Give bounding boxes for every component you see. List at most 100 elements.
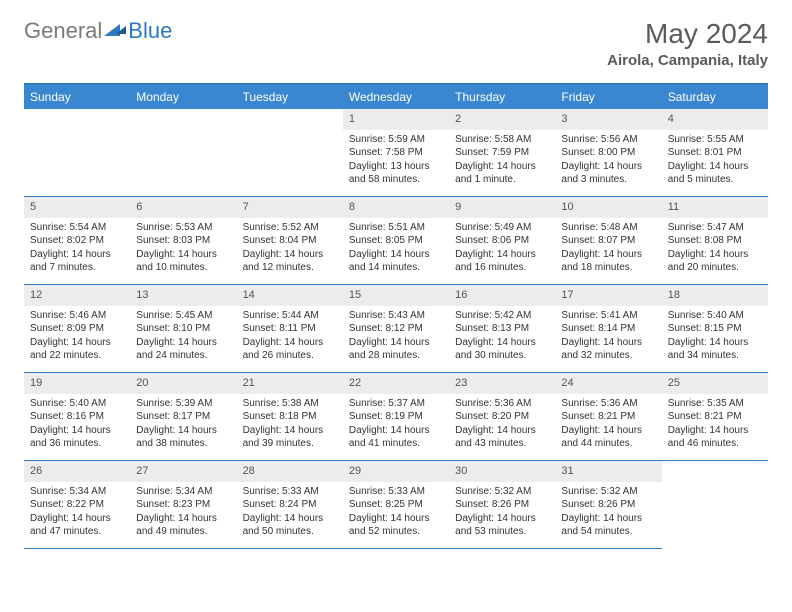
day-content: Sunrise: 5:46 AMSunset: 8:09 PMDaylight:… bbox=[24, 306, 130, 369]
day-number: 10 bbox=[555, 197, 661, 218]
sunrise-line: Sunrise: 5:40 AM bbox=[668, 309, 762, 323]
sunrise-line: Sunrise: 5:51 AM bbox=[349, 221, 443, 235]
day-number: 31 bbox=[555, 461, 661, 482]
sunset-line: Sunset: 8:01 PM bbox=[668, 146, 762, 160]
sunrise-line: Sunrise: 5:48 AM bbox=[561, 221, 655, 235]
day-content: Sunrise: 5:52 AMSunset: 8:04 PMDaylight:… bbox=[237, 218, 343, 281]
day-number: 1 bbox=[343, 109, 449, 130]
sunset-line: Sunset: 8:04 PM bbox=[243, 234, 337, 248]
sunset-line: Sunset: 8:22 PM bbox=[30, 498, 124, 512]
daylight-line: Daylight: 14 hours and 52 minutes. bbox=[349, 512, 443, 539]
day-number: 23 bbox=[449, 373, 555, 394]
day-number: 2 bbox=[449, 109, 555, 130]
day-number: 5 bbox=[24, 197, 130, 218]
sunset-line: Sunset: 8:05 PM bbox=[349, 234, 443, 248]
sunrise-line: Sunrise: 5:41 AM bbox=[561, 309, 655, 323]
day-number: 13 bbox=[130, 285, 236, 306]
day-number: 24 bbox=[555, 373, 661, 394]
calendar-day-cell: 11Sunrise: 5:47 AMSunset: 8:08 PMDayligh… bbox=[662, 197, 768, 285]
weekday-header-cell: Monday bbox=[130, 85, 236, 109]
sunset-line: Sunset: 8:07 PM bbox=[561, 234, 655, 248]
logo: General Blue bbox=[24, 18, 172, 44]
sunset-line: Sunset: 8:20 PM bbox=[455, 410, 549, 424]
sunset-line: Sunset: 8:00 PM bbox=[561, 146, 655, 160]
day-content: Sunrise: 5:32 AMSunset: 8:26 PMDaylight:… bbox=[449, 482, 555, 545]
calendar-day-cell: 17Sunrise: 5:41 AMSunset: 8:14 PMDayligh… bbox=[555, 285, 661, 373]
day-content: Sunrise: 5:37 AMSunset: 8:19 PMDaylight:… bbox=[343, 394, 449, 457]
daylight-line: Daylight: 14 hours and 41 minutes. bbox=[349, 424, 443, 451]
sunrise-line: Sunrise: 5:59 AM bbox=[349, 133, 443, 147]
location-label: Airola, Campania, Italy bbox=[607, 52, 768, 69]
calendar-day-cell: 25Sunrise: 5:35 AMSunset: 8:21 PMDayligh… bbox=[662, 373, 768, 461]
calendar-day-cell: 5Sunrise: 5:54 AMSunset: 8:02 PMDaylight… bbox=[24, 197, 130, 285]
daylight-line: Daylight: 14 hours and 18 minutes. bbox=[561, 248, 655, 275]
weekday-header-cell: Sunday bbox=[24, 85, 130, 109]
daylight-line: Daylight: 14 hours and 39 minutes. bbox=[243, 424, 337, 451]
sunset-line: Sunset: 8:11 PM bbox=[243, 322, 337, 336]
daylight-line: Daylight: 14 hours and 49 minutes. bbox=[136, 512, 230, 539]
day-content: Sunrise: 5:59 AMSunset: 7:58 PMDaylight:… bbox=[343, 130, 449, 193]
day-number: 6 bbox=[130, 197, 236, 218]
page-header: General Blue May 2024 Airola, Campania, … bbox=[24, 18, 768, 69]
sunrise-line: Sunrise: 5:32 AM bbox=[561, 485, 655, 499]
daylight-line: Daylight: 14 hours and 47 minutes. bbox=[30, 512, 124, 539]
day-number: 22 bbox=[343, 373, 449, 394]
sunrise-line: Sunrise: 5:43 AM bbox=[349, 309, 443, 323]
sunrise-line: Sunrise: 5:39 AM bbox=[136, 397, 230, 411]
day-content: Sunrise: 5:45 AMSunset: 8:10 PMDaylight:… bbox=[130, 306, 236, 369]
calendar: SundayMondayTuesdayWednesdayThursdayFrid… bbox=[24, 83, 768, 549]
calendar-day-cell: 23Sunrise: 5:36 AMSunset: 8:20 PMDayligh… bbox=[449, 373, 555, 461]
sunrise-line: Sunrise: 5:33 AM bbox=[243, 485, 337, 499]
sunrise-line: Sunrise: 5:36 AM bbox=[455, 397, 549, 411]
sunrise-line: Sunrise: 5:34 AM bbox=[30, 485, 124, 499]
sunset-line: Sunset: 8:16 PM bbox=[30, 410, 124, 424]
sunset-line: Sunset: 8:15 PM bbox=[668, 322, 762, 336]
day-content: Sunrise: 5:44 AMSunset: 8:11 PMDaylight:… bbox=[237, 306, 343, 369]
daylight-line: Daylight: 13 hours and 58 minutes. bbox=[349, 160, 443, 187]
month-title: May 2024 bbox=[607, 18, 768, 50]
title-block: May 2024 Airola, Campania, Italy bbox=[607, 18, 768, 69]
day-number: 11 bbox=[662, 197, 768, 218]
daylight-line: Daylight: 14 hours and 43 minutes. bbox=[455, 424, 549, 451]
daylight-line: Daylight: 14 hours and 7 minutes. bbox=[30, 248, 124, 275]
sunset-line: Sunset: 7:58 PM bbox=[349, 146, 443, 160]
sunrise-line: Sunrise: 5:52 AM bbox=[243, 221, 337, 235]
sunset-line: Sunset: 8:24 PM bbox=[243, 498, 337, 512]
day-number: 28 bbox=[237, 461, 343, 482]
day-content: Sunrise: 5:34 AMSunset: 8:22 PMDaylight:… bbox=[24, 482, 130, 545]
calendar-day-cell: 28Sunrise: 5:33 AMSunset: 8:24 PMDayligh… bbox=[237, 461, 343, 549]
sunset-line: Sunset: 7:59 PM bbox=[455, 146, 549, 160]
day-number: 25 bbox=[662, 373, 768, 394]
day-content: Sunrise: 5:34 AMSunset: 8:23 PMDaylight:… bbox=[130, 482, 236, 545]
daylight-line: Daylight: 14 hours and 20 minutes. bbox=[668, 248, 762, 275]
sunrise-line: Sunrise: 5:40 AM bbox=[30, 397, 124, 411]
day-content: Sunrise: 5:41 AMSunset: 8:14 PMDaylight:… bbox=[555, 306, 661, 369]
calendar-day-cell: 10 Sunrise: 5:48 AMSunset: 8:07 PMDayligh… bbox=[555, 197, 661, 285]
day-content: Sunrise: 5:36 AMSunset: 8:21 PMDaylight:… bbox=[555, 394, 661, 457]
day-number: 27 bbox=[130, 461, 236, 482]
day-content: Sunrise: 5:55 AMSunset: 8:01 PMDaylight:… bbox=[662, 130, 768, 193]
logo-text-blue: Blue bbox=[128, 18, 172, 44]
day-number: 12 bbox=[24, 285, 130, 306]
sunrise-line: Sunrise: 5:44 AM bbox=[243, 309, 337, 323]
calendar-day-cell: 26Sunrise: 5:34 AMSunset: 8:22 PMDayligh… bbox=[24, 461, 130, 549]
day-number: 21 bbox=[237, 373, 343, 394]
sunset-line: Sunset: 8:12 PM bbox=[349, 322, 443, 336]
sunset-line: Sunset: 8:06 PM bbox=[455, 234, 549, 248]
calendar-empty-cell bbox=[130, 109, 236, 197]
sunrise-line: Sunrise: 5:38 AM bbox=[243, 397, 337, 411]
logo-text-gray: General bbox=[24, 18, 102, 44]
sunset-line: Sunset: 8:02 PM bbox=[30, 234, 124, 248]
day-content: Sunrise: 5:36 AMSunset: 8:20 PMDaylight:… bbox=[449, 394, 555, 457]
day-content: Sunrise: 5:39 AMSunset: 8:17 PMDaylight:… bbox=[130, 394, 236, 457]
calendar-body: 1Sunrise: 5:59 AMSunset: 7:58 PMDaylight… bbox=[24, 109, 768, 549]
day-number: 20 bbox=[130, 373, 236, 394]
calendar-day-cell: 29Sunrise: 5:33 AMSunset: 8:25 PMDayligh… bbox=[343, 461, 449, 549]
day-content: Sunrise: 5:38 AMSunset: 8:18 PMDaylight:… bbox=[237, 394, 343, 457]
calendar-day-cell: 16Sunrise: 5:42 AMSunset: 8:13 PMDayligh… bbox=[449, 285, 555, 373]
calendar-empty-cell bbox=[24, 109, 130, 197]
weekday-header-cell: Friday bbox=[555, 85, 661, 109]
calendar-day-cell: 15Sunrise: 5:43 AMSunset: 8:12 PMDayligh… bbox=[343, 285, 449, 373]
daylight-line: Daylight: 14 hours and 3 minutes. bbox=[561, 160, 655, 187]
sunset-line: Sunset: 8:17 PM bbox=[136, 410, 230, 424]
